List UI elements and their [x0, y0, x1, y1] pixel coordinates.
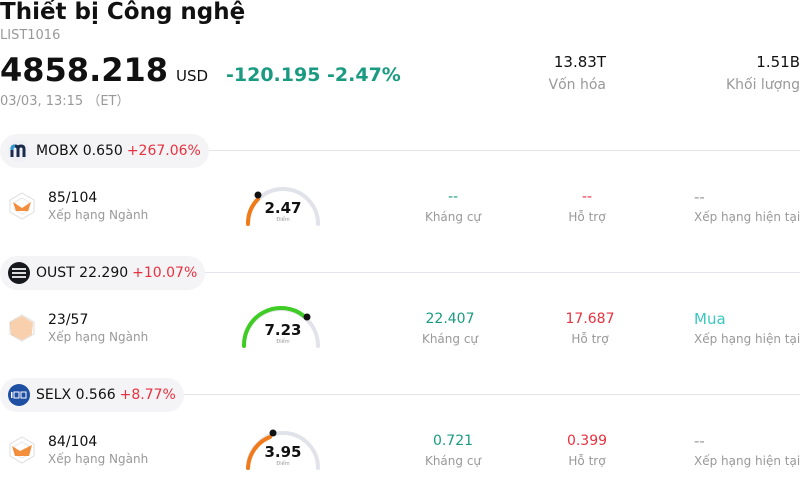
rating-value: Mua: [694, 310, 726, 328]
support-label: Hỗ trợ: [571, 332, 609, 346]
stock-change-pct: +267.06%: [126, 143, 201, 159]
resistance-label: Kháng cự: [424, 454, 482, 468]
rating-label: Xếp hạng hiện tại: [694, 210, 800, 224]
rating-value: --: [694, 188, 705, 206]
market-cap-value: 13.83T: [553, 53, 606, 71]
timestamp: 03/03, 13:15 （ET）: [0, 94, 130, 109]
stock-change-pct: +10.07%: [132, 265, 198, 281]
support-value: --: [581, 189, 593, 205]
volume-label: Khối lượng: [725, 77, 800, 93]
resistance: 0.721 Kháng cự: [420, 432, 486, 470]
stock-card-oust[interactable]: OUST 22.290 +10.07% 23/57 Xếp hạng Ngành…: [0, 256, 800, 378]
stock-change-pct: +8.77%: [119, 387, 176, 403]
semilux-logo-icon: [8, 384, 30, 406]
industry-rank: 23/57 Xếp hạng Ngành: [48, 312, 148, 345]
score-label: Điểm: [276, 339, 290, 345]
score-label: Điểm: [276, 461, 290, 467]
support-label: Hỗ trợ: [568, 210, 606, 224]
support: -- Hỗ trợ: [560, 188, 614, 226]
current-rating: Mua Xếp hạng hiện tại: [694, 309, 800, 348]
rank-label: Xếp hạng Ngành: [48, 208, 149, 222]
volume-value: 1.51B: [756, 53, 800, 71]
resistance-value: 22.407: [425, 311, 475, 327]
divider: [182, 394, 800, 395]
industry-rank-radar-icon: [9, 314, 35, 342]
current-rating: -- Xếp hạng hiện tại: [694, 187, 800, 226]
rank-value: 85/104: [48, 190, 98, 206]
score-value: 7.23: [264, 321, 302, 339]
current-rating: -- Xếp hạng hiện tại: [694, 431, 800, 470]
rating-label: Xếp hạng hiện tại: [694, 332, 800, 346]
ouster-logo-icon: [8, 262, 30, 284]
score-gauge-arc-icon: [241, 305, 320, 348]
resistance-value: --: [447, 189, 459, 205]
resistance: -- Kháng cự: [420, 188, 486, 226]
stock-card-mobx[interactable]: MOBX 0.650 +267.06% 85/104 Xếp hạng Ngàn…: [0, 134, 800, 256]
page-title: Thiết bị Công nghệ: [0, 0, 246, 25]
divider: [206, 150, 800, 151]
score-gauge: 7.23 Điểm: [238, 302, 328, 352]
industry-rank-radar-icon: [9, 192, 35, 220]
index-price: 4858.218: [0, 51, 169, 89]
support: 17.687 Hỗ trợ: [554, 310, 626, 348]
industry-rank: 84/104 Xếp hạng Ngành: [48, 434, 148, 467]
rank-label: Xếp hạng Ngành: [48, 330, 149, 344]
stock-pill-selx[interactable]: SELX 0.566 +8.77%: [0, 378, 184, 412]
resistance-value: 0.721: [432, 433, 474, 449]
resistance: 22.407 Kháng cự: [414, 310, 486, 348]
industry-rank-radar-icon: [9, 436, 35, 464]
score-value: 2.47: [264, 199, 302, 217]
score-label: Điểm: [276, 217, 290, 223]
stock-pill-oust[interactable]: OUST 22.290 +10.07%: [0, 256, 206, 290]
support-value: 0.399: [566, 433, 608, 449]
market-cap-stat: 13.83T Vốn hóa: [549, 52, 606, 95]
list-code: LIST1016: [0, 28, 61, 43]
rating-label: Xếp hạng hiện tại: [694, 454, 800, 468]
market-cap-label: Vốn hóa: [548, 77, 606, 93]
price-change: -120.195 -2.47%: [226, 64, 401, 86]
score-gauge: 3.95 Điểm: [238, 424, 328, 474]
support: 0.399 Hỗ trợ: [560, 432, 614, 470]
score-value: 3.95: [264, 443, 302, 461]
score-gauge: 2.47 Điểm: [238, 180, 328, 230]
stock-symbol-price: SELX 0.566: [36, 387, 116, 403]
support-value: 17.687: [565, 311, 615, 327]
stock-symbol-price: MOBX 0.650: [36, 143, 123, 159]
stock-symbol-price: OUST 22.290: [36, 265, 129, 281]
currency-label: USD: [176, 67, 209, 85]
rank-value: 84/104: [48, 434, 98, 450]
score-gauge-arc-icon: [245, 187, 320, 226]
industry-rank: 85/104 Xếp hạng Ngành: [48, 190, 148, 223]
divider: [204, 272, 800, 273]
volume-stat: 1.51B Khối lượng: [726, 52, 800, 95]
mobix-logo-icon: [8, 140, 30, 162]
score-gauge-arc-icon: [246, 429, 320, 470]
resistance-label: Kháng cự: [421, 332, 479, 346]
rank-label: Xếp hạng Ngành: [48, 452, 149, 466]
stock-card-selx[interactable]: SELX 0.566 +8.77% 84/104 Xếp hạng Ngành …: [0, 378, 800, 500]
support-label: Hỗ trợ: [568, 454, 606, 468]
resistance-label: Kháng cự: [424, 210, 482, 224]
rating-value: --: [694, 432, 705, 450]
rank-value: 23/57: [48, 312, 89, 328]
stock-pill-mobx[interactable]: MOBX 0.650 +267.06%: [0, 134, 209, 168]
